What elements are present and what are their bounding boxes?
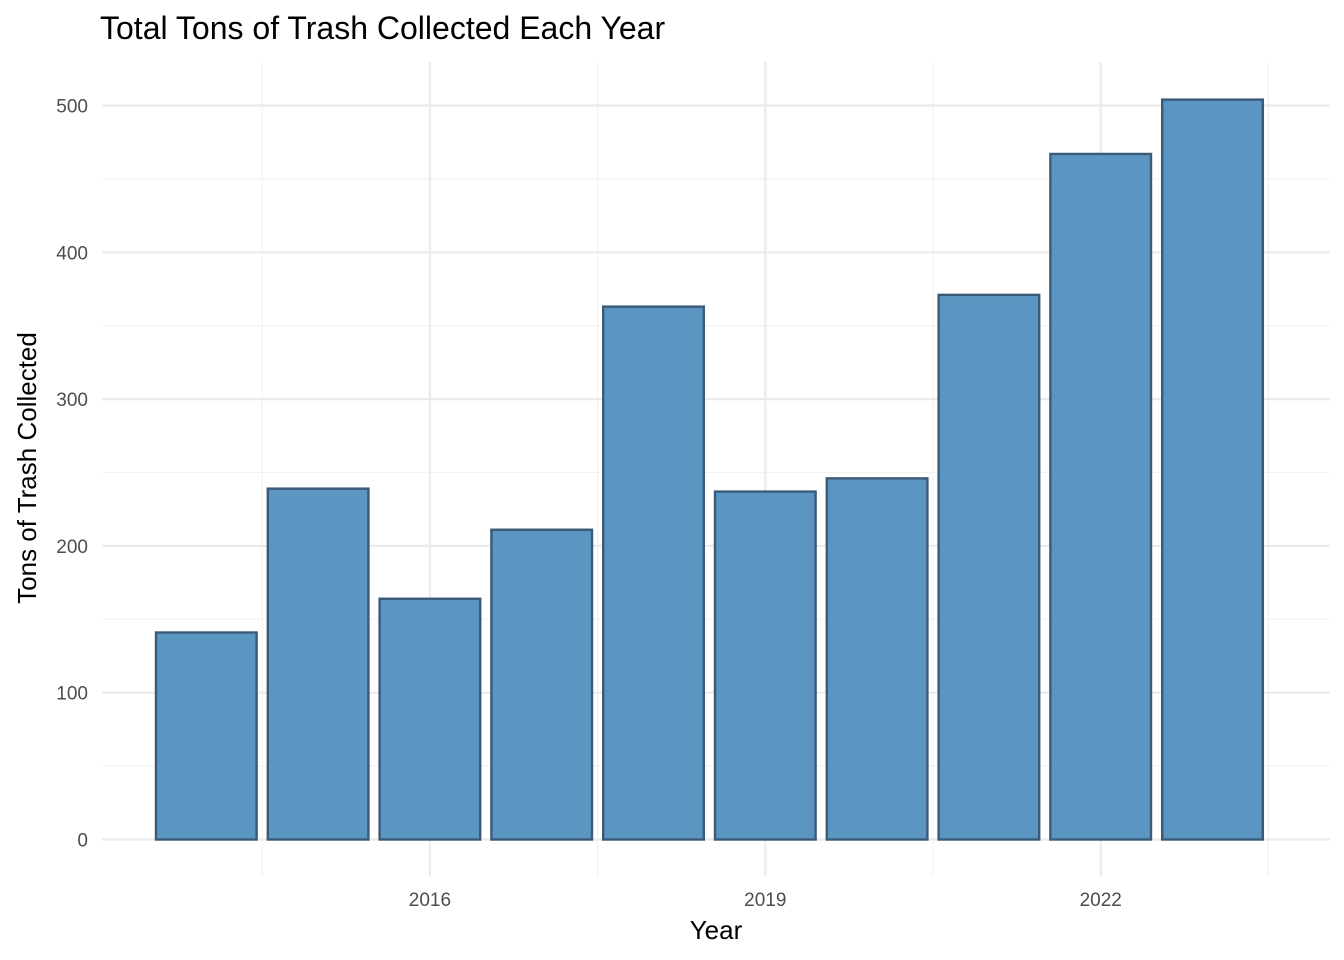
bar-2017 bbox=[490, 528, 594, 841]
bar-2016 bbox=[378, 597, 482, 841]
y-axis-title: Tons of Trash Collected bbox=[12, 332, 42, 604]
bar-2022 bbox=[1049, 152, 1153, 841]
y-tick-label: 300 bbox=[56, 390, 88, 411]
y-axis-tick-labels: 0 100 200 300 400 500 bbox=[56, 97, 88, 852]
x-tick-label: 2019 bbox=[744, 890, 786, 911]
x-tick-label: 2016 bbox=[409, 890, 451, 911]
y-tick-label: 200 bbox=[56, 537, 88, 558]
bar-2023 bbox=[1160, 98, 1265, 841]
bar-2018 bbox=[602, 305, 706, 841]
bar-2015 bbox=[266, 487, 370, 841]
bars bbox=[154, 98, 1265, 841]
chart-title: Total Tons of Trash Collected Each Year bbox=[100, 10, 665, 46]
bar-2020 bbox=[825, 477, 929, 841]
y-tick-label: 0 bbox=[77, 831, 88, 852]
bar-2021 bbox=[937, 293, 1041, 841]
bar-2019 bbox=[713, 490, 817, 841]
x-axis-title: Year bbox=[690, 915, 743, 945]
y-tick-label: 400 bbox=[56, 243, 88, 264]
x-axis-tick-labels: 2016 2019 2022 bbox=[409, 890, 1122, 911]
x-tick-label: 2022 bbox=[1080, 890, 1122, 911]
y-tick-label: 500 bbox=[56, 97, 88, 118]
y-tick-label: 100 bbox=[56, 684, 88, 705]
bar-2014 bbox=[154, 631, 258, 841]
